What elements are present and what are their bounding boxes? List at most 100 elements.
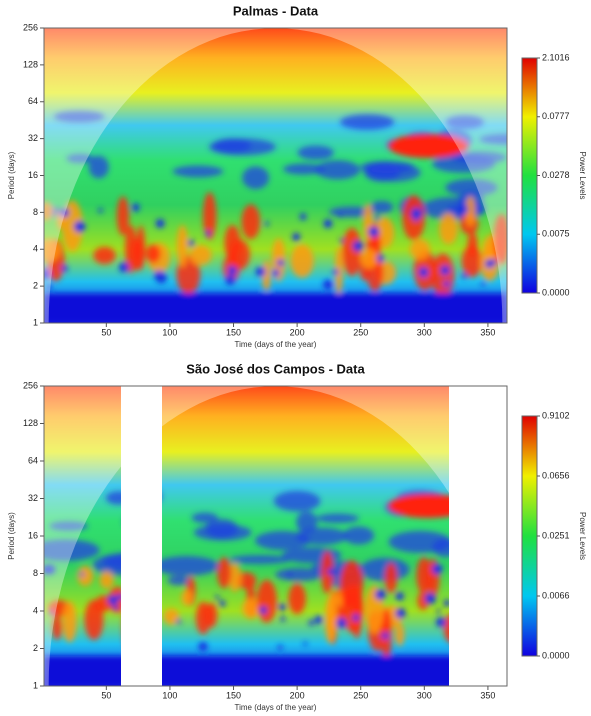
- red-patch: [181, 589, 193, 606]
- red-patch: [493, 214, 507, 265]
- blue-dot: [259, 606, 268, 615]
- blue-dot: [188, 239, 195, 247]
- red-patch: [342, 228, 362, 276]
- red-patch: [176, 225, 188, 268]
- blue-dot: [308, 619, 315, 626]
- colorbar-tick-label: 0.9102: [542, 410, 570, 420]
- blue-dot: [287, 572, 292, 577]
- heatmap-texture: [44, 110, 507, 323]
- x-tick-label: 300: [417, 690, 432, 700]
- red-patch: [124, 224, 137, 274]
- heatmap: [44, 28, 507, 323]
- y-tick-label: 4: [33, 605, 38, 615]
- red-patch: [261, 259, 272, 291]
- blue-patch: [370, 200, 394, 214]
- red-patch: [360, 248, 379, 269]
- red-patch: [224, 224, 241, 262]
- red-patch: [388, 134, 469, 158]
- blue-dot: [381, 632, 389, 640]
- blue-dot: [292, 232, 301, 241]
- x-axis-label: Time (days of the year): [235, 340, 317, 349]
- blue-dot: [276, 259, 285, 267]
- red-patch: [217, 557, 232, 589]
- blue-dot: [410, 207, 423, 220]
- blue-dot: [61, 265, 68, 272]
- blue-patch: [191, 512, 218, 524]
- x-tick-label: 50: [101, 690, 111, 700]
- red-patch: [409, 238, 430, 260]
- y-tick-label: 64: [28, 96, 38, 106]
- colorbar-tick-label: 0.0656: [542, 470, 570, 480]
- blue-dot: [322, 279, 334, 290]
- y-tick-label: 256: [23, 380, 38, 390]
- blue-patch: [316, 513, 360, 524]
- blue-patch: [445, 115, 484, 129]
- blue-dot: [327, 568, 335, 576]
- blue-patch: [451, 151, 507, 164]
- red-patch: [116, 196, 130, 236]
- red-patch: [334, 246, 344, 295]
- blue-dot: [395, 592, 404, 601]
- blue-patch: [275, 567, 324, 582]
- blue-dot: [155, 272, 167, 284]
- blue-dot: [332, 269, 339, 276]
- blue-dot: [79, 572, 85, 577]
- blue-patch: [340, 114, 395, 130]
- blue-dot: [338, 213, 343, 218]
- blue-dot: [155, 218, 165, 228]
- blue-dot: [198, 641, 208, 652]
- red-patch: [205, 602, 218, 628]
- blue-dot: [395, 608, 406, 619]
- blue-dot: [131, 203, 140, 212]
- red-patch: [52, 615, 63, 640]
- blue-dot: [436, 609, 441, 614]
- blue-dot: [314, 615, 323, 624]
- blue-dot: [376, 254, 385, 263]
- colorbar-tick-label: 0.0251: [542, 530, 570, 540]
- blue-patch: [283, 163, 325, 175]
- blue-dot: [272, 269, 280, 277]
- red-patch: [145, 244, 161, 264]
- blue-patch: [297, 145, 334, 160]
- colorbar-tick-label: 0.0278: [542, 170, 570, 180]
- blue-dot: [435, 617, 446, 628]
- blue-dot: [73, 220, 86, 233]
- red-patch: [93, 246, 116, 265]
- colorbar-label: Power Levels: [578, 151, 587, 199]
- blue-patch: [167, 575, 190, 586]
- colorbar-tick-label: 0.0000: [542, 287, 570, 297]
- blue-dot: [368, 226, 380, 238]
- blue-patch: [53, 110, 105, 123]
- red-patch: [202, 192, 217, 240]
- x-tick-label: 200: [290, 690, 305, 700]
- x-tick-label: 100: [162, 690, 177, 700]
- blue-dot: [458, 204, 469, 215]
- y-axis-label: Period (days): [7, 512, 16, 560]
- blue-dot: [176, 619, 182, 624]
- red-patch: [189, 245, 212, 266]
- data-gap: [121, 386, 162, 686]
- red-patch: [328, 590, 337, 641]
- blue-patch: [242, 166, 270, 190]
- y-axis-label: Period (days): [7, 151, 16, 199]
- red-patch: [395, 623, 405, 647]
- red-patch: [84, 599, 104, 641]
- low-band: [44, 293, 507, 323]
- blue-dot: [46, 284, 53, 290]
- blue-dot: [443, 599, 451, 607]
- blue-dot: [278, 603, 286, 611]
- colorbar-tick-label: 0.0000: [542, 650, 570, 660]
- blue-patch: [479, 134, 507, 145]
- blue-dot: [490, 258, 497, 266]
- blue-dot: [98, 208, 103, 213]
- colorbar-tick-label: 0.0066: [542, 590, 570, 600]
- y-tick-label: 64: [28, 455, 38, 465]
- blue-dot: [219, 600, 226, 607]
- blue-patch: [229, 555, 291, 564]
- blue-dot: [107, 594, 119, 606]
- blue-dot: [264, 221, 269, 226]
- blue-dot: [339, 238, 344, 243]
- blue-dot: [280, 616, 286, 622]
- colorbar-tick-label: 0.0075: [542, 229, 570, 239]
